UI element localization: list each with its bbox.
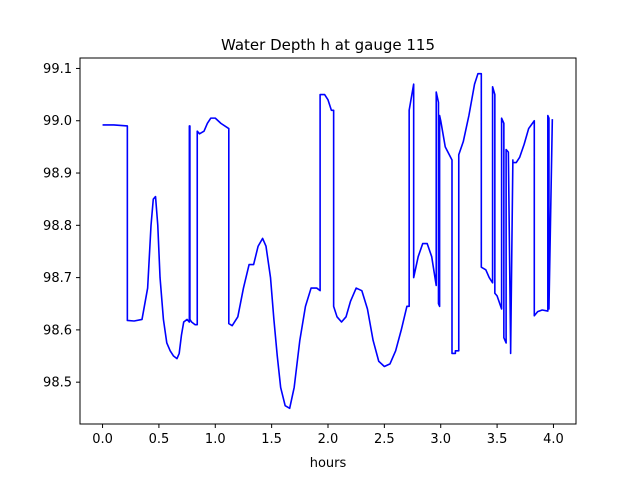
y-tick-label: 98.8 [43, 219, 72, 234]
y-tick-label: 99.1 [43, 62, 72, 77]
x-tick-label: 2.0 [318, 432, 339, 447]
x-axis-label: hours [310, 456, 347, 471]
y-tick-label: 98.7 [43, 271, 72, 286]
plot-area [102, 72, 554, 410]
x-tick-label: 0.0 [92, 432, 113, 447]
y-axis: 98.5 98.6 98.7 98.8 98.9 99.0 99.1 [43, 62, 80, 391]
x-tick-label: 1.5 [261, 432, 282, 447]
chart-title: Water Depth h at gauge 115 [221, 36, 435, 54]
y-tick-label: 98.9 [43, 167, 72, 182]
y-tick-label: 98.5 [43, 376, 72, 391]
y-tick-label: 98.6 [43, 323, 72, 338]
x-tick-label: 3.5 [487, 432, 508, 447]
x-axis: 0.0 0.5 1.0 1.5 2.0 2.5 3.0 3.5 4.0 [92, 424, 564, 447]
series-line-0 [102, 72, 554, 410]
x-tick-label: 4.0 [543, 432, 564, 447]
x-tick-label: 2.5 [374, 432, 395, 447]
x-tick-label: 0.5 [149, 432, 170, 447]
x-tick-label: 1.0 [205, 432, 226, 447]
y-tick-label: 99.0 [43, 114, 72, 129]
x-tick-label: 3.0 [430, 432, 451, 447]
